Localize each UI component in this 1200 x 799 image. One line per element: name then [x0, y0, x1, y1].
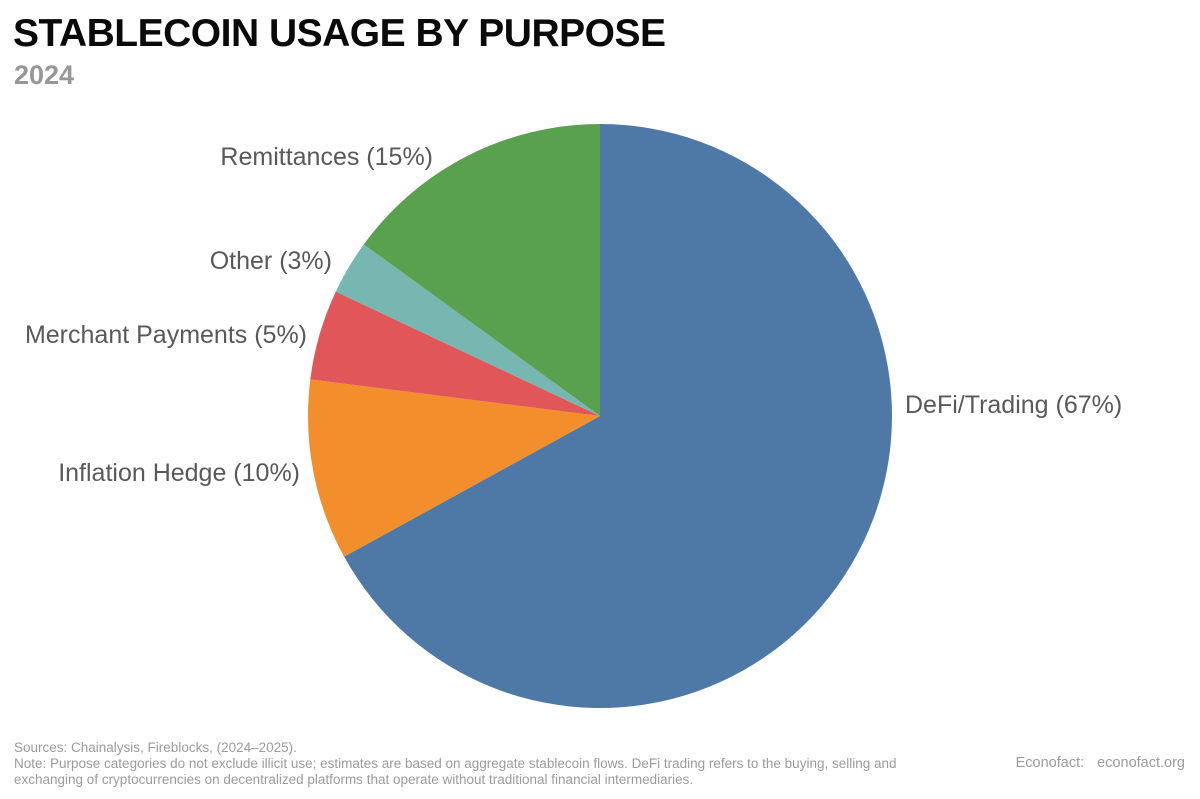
slice-label-merchant-payments: Merchant Payments (5%) [24, 321, 307, 349]
footer-notes: Sources: Chainalysis, Fireblocks, (2024–… [14, 740, 897, 788]
chart-subtitle: 2024 [14, 60, 75, 90]
sources-line: Sources: Chainalysis, Fireblocks, (2024–… [14, 740, 297, 755]
note-line-2: exchanging of cryptocurrencies on decent… [14, 772, 694, 787]
pie-slice-defi-trading [344, 124, 893, 709]
slice-label-defi-trading: DeFi/Trading (67%) [905, 391, 1123, 419]
pie-slice-remittances [363, 124, 600, 416]
brand-label: Econofact: [1015, 755, 1085, 771]
slice-label-inflation-hedge: Inflation Hedge (10%) [58, 459, 300, 487]
slice-label-remittances: Remittances (15%) [220, 143, 433, 171]
pie-slice-other [335, 244, 600, 416]
pie-slice-merchant-payments [310, 291, 600, 416]
slice-label-other: Other (3%) [209, 247, 332, 275]
brand-footer: Econofact: econofact.org [1016, 755, 1185, 771]
pie-slice-inflation-hedge [307, 379, 600, 557]
brand-url-link[interactable]: econofact.org [1097, 755, 1185, 771]
page-title: STABLECOIN USAGE BY PURPOSE [13, 12, 666, 55]
note-line-1: Note: Purpose categories do not exclude … [14, 756, 897, 771]
